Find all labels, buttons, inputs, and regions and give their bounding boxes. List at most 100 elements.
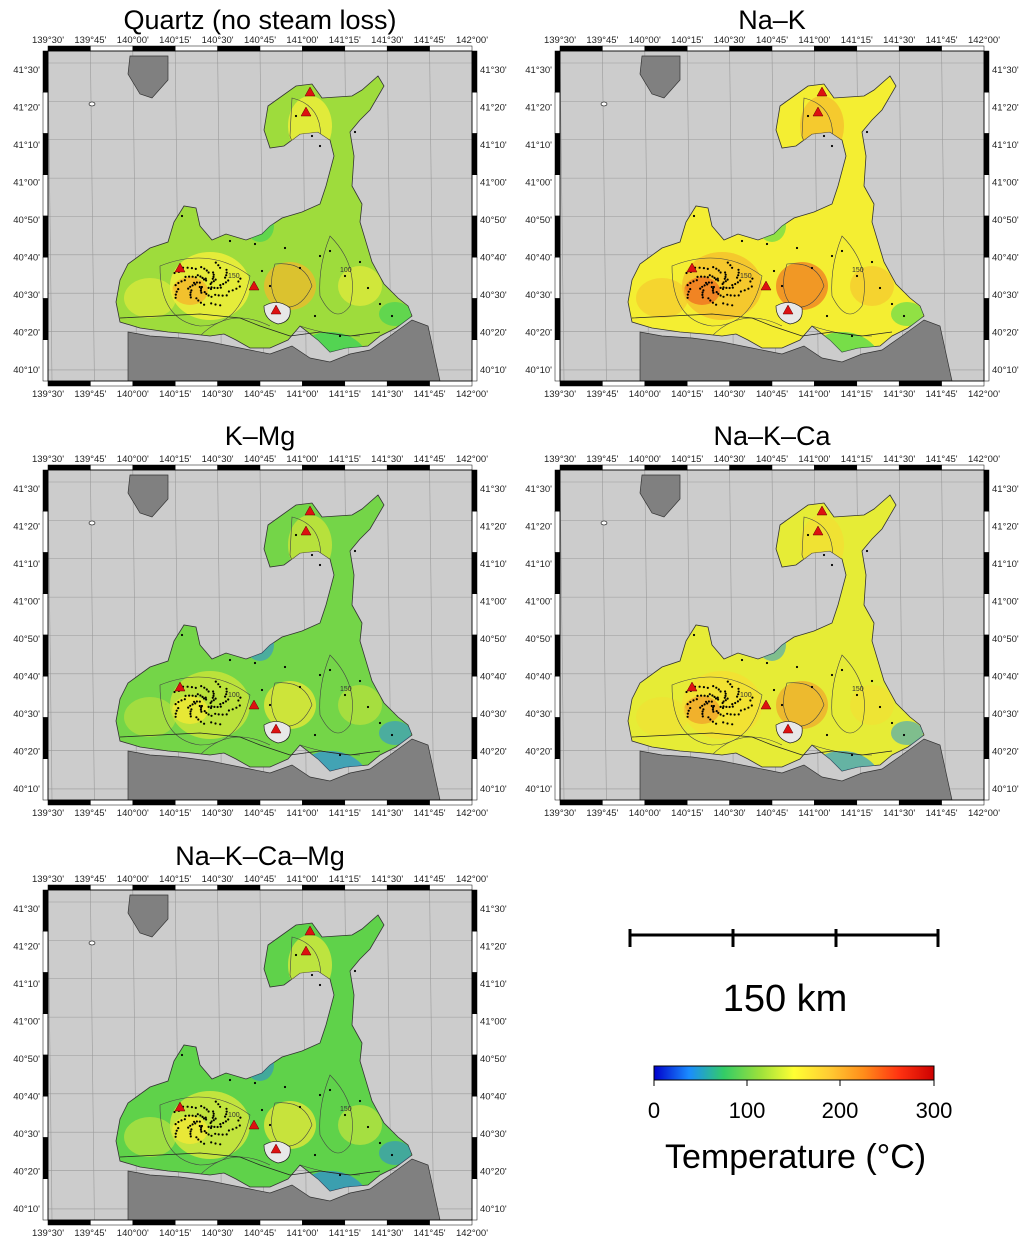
longitude-tick-label: 140°45' [244, 454, 276, 465]
longitude-tick-label: 140°30' [714, 808, 746, 819]
sample-point [177, 700, 180, 704]
sample-point [214, 278, 217, 281]
border-line [119, 313, 381, 337]
sample-point [310, 973, 314, 977]
sample-point [343, 693, 347, 697]
sample-point [733, 294, 736, 297]
latitude-tick-label: 41°20' [480, 942, 507, 953]
isotherm-line [159, 676, 251, 746]
sample-point [195, 281, 198, 284]
longitude-tick-label: 141°15' [329, 808, 361, 819]
map-panel-k-mg: 100 150 139°30' 139°30' 139°45' 139°45' 140°00… [0, 454, 520, 819]
frame-segment [602, 380, 646, 387]
sample-point [219, 1105, 222, 1108]
volcano-icon [816, 505, 828, 516]
sample-point [714, 697, 718, 700]
longitude-tick-label: 141°00' [798, 35, 830, 46]
volcano-icon [304, 86, 316, 97]
sample-point [707, 716, 710, 719]
sample-point [806, 533, 810, 537]
temperature-zone [264, 262, 316, 310]
sample-point [231, 289, 234, 292]
sample-point [715, 267, 718, 270]
sample-point [188, 275, 191, 278]
sample-point [715, 303, 718, 306]
sample-point [224, 700, 227, 703]
temperature-zone [264, 681, 316, 729]
sample-point [728, 286, 731, 290]
legend-tick-100: 100 [728, 1098, 766, 1123]
frame-segment [302, 884, 346, 891]
latitude-tick-label: 41°20' [13, 942, 40, 953]
sample-point [706, 276, 709, 279]
sample-point [212, 699, 215, 702]
latitude-tick-label: 40°40' [480, 1092, 507, 1103]
latitude-tick-label: 40°40' [992, 253, 1019, 264]
neighbor-land-south [127, 1158, 441, 1221]
isotherm-line [319, 235, 353, 315]
sample-point [184, 694, 187, 697]
latitude-tick-label: 40°20' [992, 747, 1019, 758]
sample-point [214, 1100, 217, 1103]
longitude-tick-label: 141°15' [329, 389, 361, 400]
sample-point [731, 703, 734, 706]
frame-segment [42, 1178, 49, 1221]
sample-point [731, 284, 734, 287]
sample-point [825, 314, 829, 318]
frame-segment [856, 799, 900, 806]
temperature-zone [124, 697, 176, 737]
sample-point [358, 1099, 362, 1103]
temperature-zone [264, 1101, 316, 1149]
sample-point [737, 271, 740, 274]
sample-point [204, 277, 207, 280]
longitude-tick-label: 140°15' [159, 389, 191, 400]
sample-point [294, 533, 298, 537]
sample-point [298, 1105, 302, 1109]
latitude-tick-label: 41°20' [480, 103, 507, 114]
longitude-tick-label: 139°45' [586, 389, 618, 400]
sample-point [711, 720, 714, 723]
latitude-tick-label: 40°10' [992, 365, 1019, 376]
latitude-tick-label: 41°10' [525, 559, 552, 570]
latitude-tick-label: 41°20' [525, 103, 552, 114]
longitude-tick-label: 141°30' [371, 874, 403, 885]
latitude-tick-label: 40°10' [13, 784, 40, 795]
longitude-tick-label: 139°30' [32, 808, 64, 819]
latitude-tick-label: 40°30' [13, 709, 40, 720]
sample-point [177, 1120, 180, 1124]
sample-point [726, 303, 729, 306]
frame-segment [471, 1054, 478, 1097]
sample-point [191, 284, 194, 287]
sample-point [214, 680, 217, 683]
isotherm-line [319, 654, 353, 734]
longitude-tick-label: 139°45' [74, 35, 106, 46]
sample-point [189, 712, 192, 715]
sample-point [747, 287, 750, 290]
frame-segment [42, 676, 49, 718]
sample-point [195, 716, 198, 719]
sample-point [221, 294, 224, 297]
longitude-tick-label: 140°00' [629, 35, 661, 46]
sample-point [192, 700, 196, 703]
sample-point [212, 1119, 215, 1122]
sample-point [726, 278, 729, 281]
longitude-tick-label: 140°15' [671, 389, 703, 400]
sample-point [174, 703, 177, 706]
sample-point [173, 1110, 176, 1114]
sample-point [724, 692, 727, 695]
sample-point [174, 293, 177, 296]
frame-segment [554, 298, 561, 340]
frame-segment [42, 174, 49, 217]
frame-segment [686, 799, 730, 806]
sample-point [210, 1120, 213, 1123]
contour-label: 150 [340, 1106, 352, 1113]
frame-segment [644, 45, 688, 52]
frame-segment [42, 1137, 49, 1179]
sample-point [715, 710, 718, 713]
frame-segment [471, 92, 478, 134]
longitude-tick-label: 141°15' [841, 808, 873, 819]
sample-point [207, 705, 210, 708]
sample-point [180, 214, 184, 218]
latitude-tick-label: 40°30' [525, 290, 552, 301]
sample-point [214, 293, 217, 296]
